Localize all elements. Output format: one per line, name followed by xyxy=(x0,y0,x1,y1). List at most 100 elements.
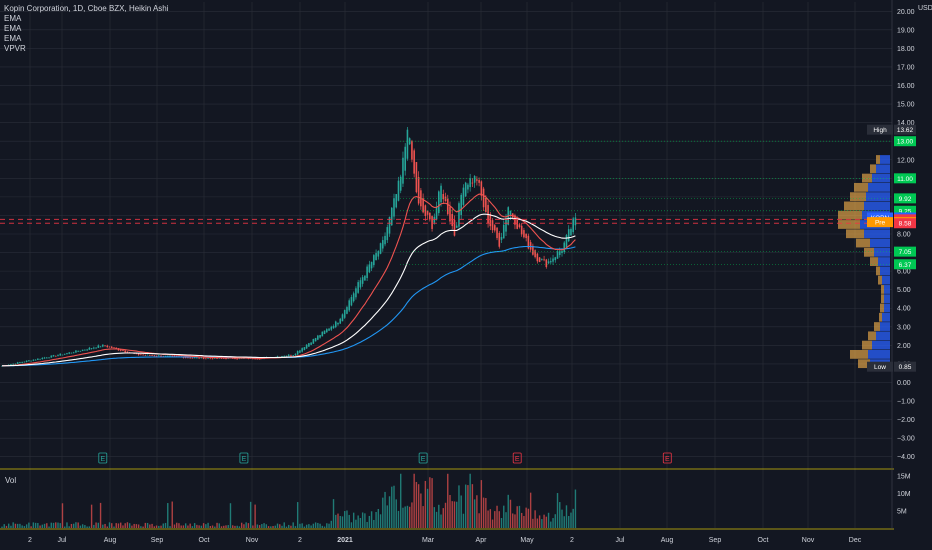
candle xyxy=(66,353,68,355)
volume-bar xyxy=(523,516,525,528)
candle xyxy=(415,162,418,193)
price-label-box[interactable] xyxy=(894,193,916,204)
volume-bar xyxy=(232,525,234,528)
price-label-box[interactable] xyxy=(894,259,916,270)
legend-ema-1[interactable]: EMA xyxy=(4,14,22,23)
candle xyxy=(509,210,512,216)
candle xyxy=(514,215,516,225)
candle xyxy=(319,335,321,338)
price-label-box[interactable] xyxy=(894,205,916,216)
candle xyxy=(187,357,189,359)
volume-bar xyxy=(184,523,187,528)
price-label-box[interactable] xyxy=(894,361,916,372)
volume-bar xyxy=(178,523,180,528)
volume-bar xyxy=(281,525,283,528)
volume-bar xyxy=(426,488,429,528)
time-axis-tick: Jul xyxy=(616,537,625,544)
volume-bar xyxy=(276,523,279,528)
volume-bar xyxy=(536,518,539,528)
candle xyxy=(390,207,393,226)
price-label-box[interactable] xyxy=(894,173,916,184)
volume-bar xyxy=(574,489,577,528)
volume-bar xyxy=(357,515,359,528)
vpvr-bar-down xyxy=(846,229,864,239)
candle xyxy=(81,349,84,352)
price-label-box[interactable] xyxy=(894,246,916,257)
volume-bar xyxy=(196,524,198,528)
candle xyxy=(287,354,290,356)
price-label-box[interactable] xyxy=(894,218,916,229)
candle xyxy=(225,358,227,360)
volume-bar xyxy=(193,523,196,528)
volume-bar xyxy=(447,473,449,528)
volume-bar xyxy=(296,502,299,528)
candle xyxy=(32,359,35,361)
time-axis-tick: Nov xyxy=(802,537,815,544)
time-axis-tick: Sep xyxy=(709,537,722,544)
volume-bar xyxy=(561,509,563,528)
earnings-marker[interactable] xyxy=(662,452,672,464)
candle xyxy=(337,322,339,325)
volume-bar xyxy=(453,501,456,528)
price-tag-name xyxy=(867,361,893,372)
candle xyxy=(321,331,324,337)
legend-vpvr[interactable]: VPVR xyxy=(4,44,26,53)
candle xyxy=(377,251,380,257)
earnings-marker[interactable] xyxy=(512,452,522,464)
earnings-marker[interactable] xyxy=(98,452,108,464)
volume-bar xyxy=(527,508,530,528)
legend-title[interactable]: Kopin Corporation, 1D, Cboe BZX, Heikin … xyxy=(4,4,169,13)
volume-bar xyxy=(19,523,21,528)
volume-bar xyxy=(140,526,142,528)
volume-bar xyxy=(84,525,86,528)
volume-bar xyxy=(312,523,315,528)
volume-bar xyxy=(227,525,229,528)
volume-bar xyxy=(518,505,521,528)
volume-bar xyxy=(267,526,270,528)
price-label-box[interactable] xyxy=(894,124,916,135)
legend-ema-2[interactable]: EMA xyxy=(4,24,22,33)
volume-bar xyxy=(1,526,3,528)
volume-bar xyxy=(167,503,169,528)
vpvr-bar-down xyxy=(844,201,864,211)
volume-bar xyxy=(126,522,129,528)
volume-bar xyxy=(366,521,368,528)
volume-bar xyxy=(422,506,424,528)
vpvr-bar-down xyxy=(862,340,872,350)
volume-bar xyxy=(131,525,133,528)
price-label-box[interactable] xyxy=(894,136,916,147)
volume-bar xyxy=(30,526,32,528)
earnings-marker-label: E xyxy=(100,456,105,463)
legend-ema-3[interactable]: EMA xyxy=(4,34,22,43)
candle xyxy=(294,353,297,356)
price-tag-text: High xyxy=(873,127,887,134)
volume-bar xyxy=(330,520,332,528)
candle xyxy=(370,261,373,269)
volume-bar xyxy=(413,473,415,528)
volume-bar xyxy=(236,525,238,528)
price-axis-tick: 17.00 xyxy=(897,64,915,71)
volume-bar xyxy=(471,484,474,528)
candle xyxy=(258,358,261,360)
candle xyxy=(99,346,102,348)
volume-bar xyxy=(46,523,48,528)
earnings-marker[interactable] xyxy=(418,452,428,464)
earnings-marker[interactable] xyxy=(239,452,249,464)
candle xyxy=(438,191,440,214)
volume-axis-tick: 5M xyxy=(897,509,907,516)
volume-bar xyxy=(151,523,153,528)
volume-bar xyxy=(117,523,120,528)
vpvr-bar-down xyxy=(870,257,878,266)
volume-bar xyxy=(514,514,516,528)
volume-bar xyxy=(388,496,391,528)
volume-bar xyxy=(223,525,225,528)
time-axis-tick: Oct xyxy=(758,537,769,544)
volume-bar xyxy=(66,522,68,528)
candle xyxy=(480,181,483,196)
vpvr-bar-down xyxy=(876,155,880,164)
vpvr-bar-up xyxy=(880,155,890,164)
volume-bar xyxy=(254,504,256,528)
volume-bar xyxy=(169,526,171,528)
candle xyxy=(404,146,406,171)
